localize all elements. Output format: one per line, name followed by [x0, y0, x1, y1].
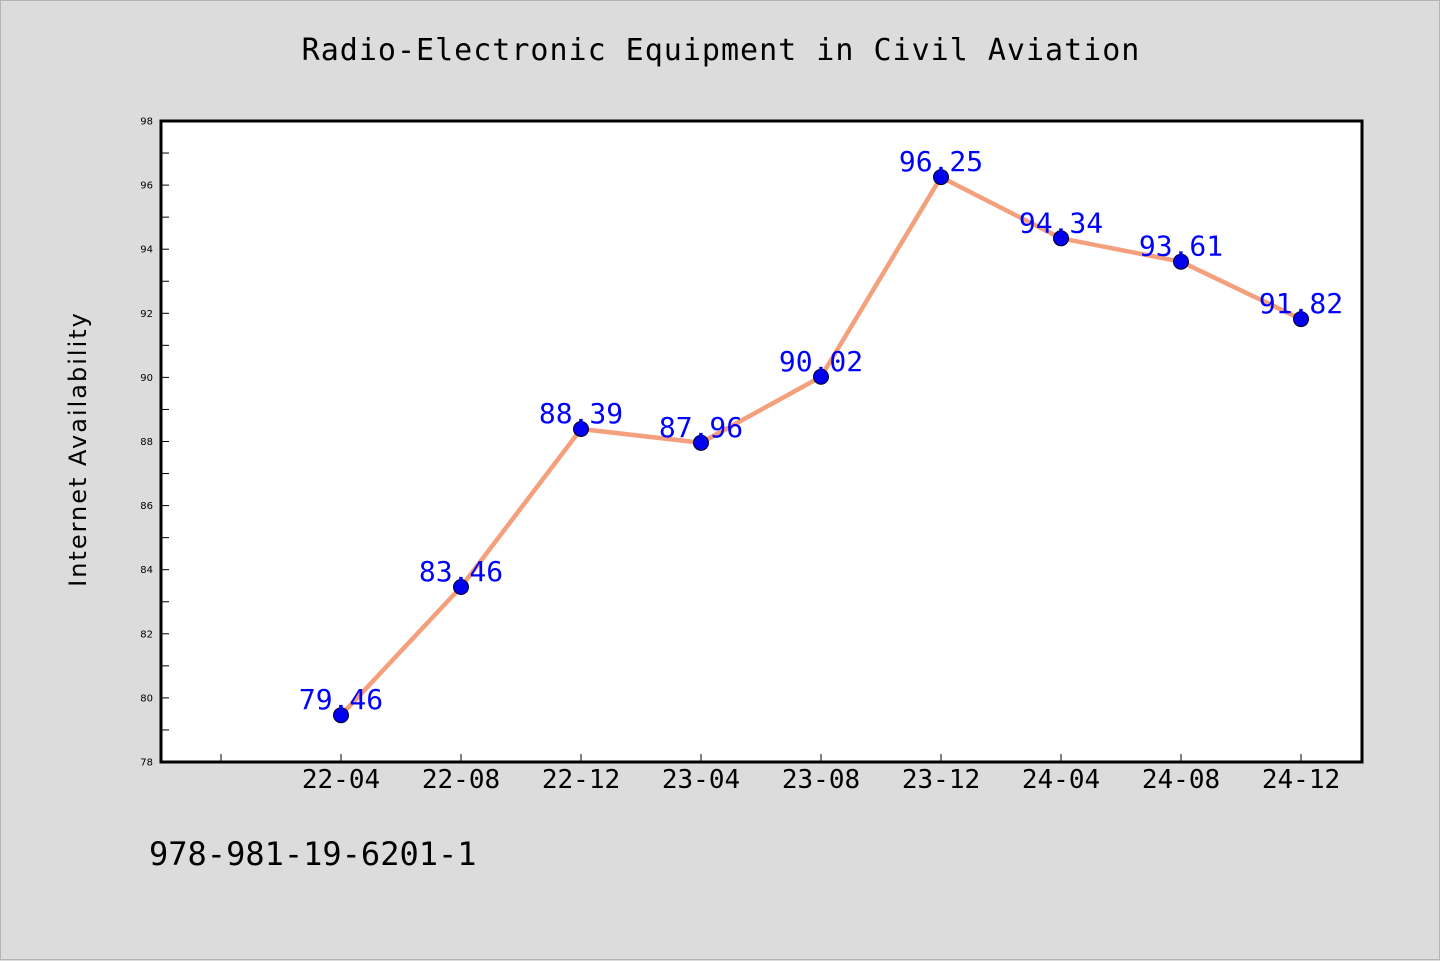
x-tick-label: 24-04 — [1022, 765, 1100, 795]
plot-frame — [159, 119, 1364, 764]
x-tick-label: 22-12 — [542, 765, 620, 795]
data-point — [693, 434, 709, 451]
x-tick-label: 22-08 — [422, 765, 500, 795]
y-tick-label: 86 — [140, 501, 153, 512]
data-point — [333, 707, 349, 724]
x-tick-label: 23-12 — [902, 765, 980, 795]
x-tick-label: 24-08 — [1142, 765, 1220, 795]
x-tick-label: 24-12 — [1262, 765, 1340, 795]
footer-code: 978-981-19-6201-1 — [149, 835, 477, 873]
chart-title: Radio-Electronic Equipment in Civil Avia… — [301, 33, 1141, 68]
data-label: 96.25 — [899, 145, 983, 178]
data-point — [573, 421, 589, 438]
data-label: 94.34 — [1019, 206, 1103, 239]
y-tick-label: 88 — [140, 437, 153, 448]
y-tick-label: 98 — [140, 117, 153, 128]
data-label: 87.96 — [659, 411, 743, 444]
y-tick-label: 90 — [140, 373, 153, 384]
y-tick-label: 78 — [140, 758, 153, 769]
data-point — [1173, 253, 1189, 270]
y-tick-label: 92 — [140, 309, 153, 320]
data-label: 83.46 — [419, 555, 503, 588]
data-point — [933, 169, 949, 186]
y-tick-label: 94 — [140, 245, 153, 256]
data-label: 93.61 — [1139, 230, 1223, 263]
x-tick-label: 22-04 — [302, 765, 380, 795]
data-label: 79.46 — [299, 683, 383, 716]
data-point — [1293, 311, 1309, 328]
data-label: 88.39 — [539, 397, 623, 430]
data-point — [453, 579, 469, 596]
data-point — [813, 368, 829, 385]
plot-background — [161, 121, 1362, 762]
y-tick-label: 80 — [140, 693, 153, 704]
y-tick-label: 84 — [140, 565, 153, 576]
y-tick-label: 82 — [140, 629, 153, 640]
data-label: 91.82 — [1259, 287, 1343, 320]
y-tick-label: 96 — [140, 181, 153, 192]
x-tick-label: 23-08 — [782, 765, 860, 795]
x-tick-label: 23-04 — [662, 765, 740, 795]
data-label: 90.02 — [779, 345, 863, 378]
data-point — [1053, 230, 1069, 247]
